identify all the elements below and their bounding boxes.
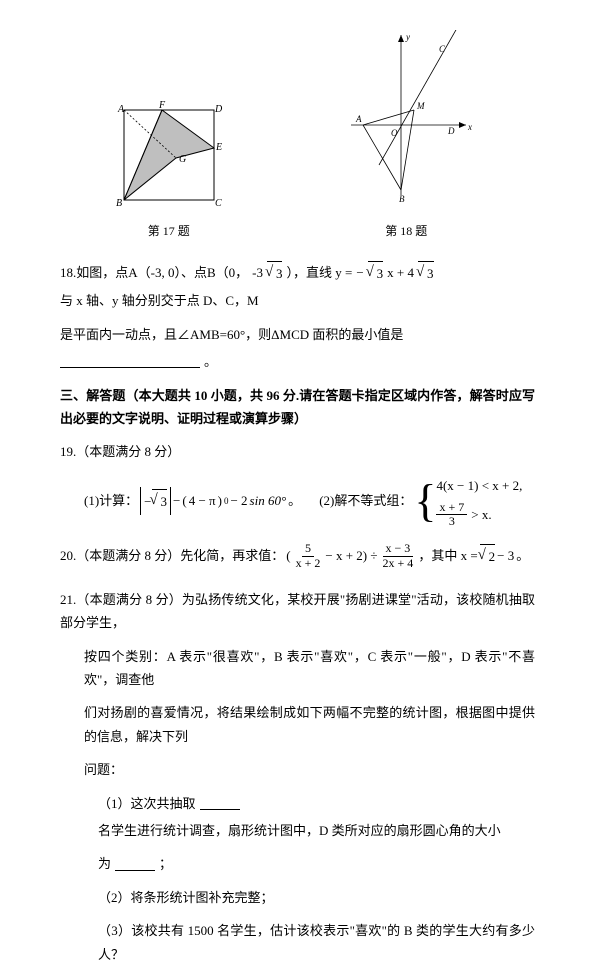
brace-icon: { (414, 478, 436, 524)
svg-text:y: y (405, 32, 410, 42)
q18-text-b: ），直线 y = (286, 261, 352, 284)
q18-line2-text: 是平面内一动点，且∠AMB=60°，则ΔMCD 面积的最小值是 (60, 323, 403, 346)
q20-header: 20.（本题满分 8 分）先化简，再求值： (60, 544, 284, 567)
sqrt-icon: 3 (368, 261, 384, 285)
question-19-header: 19.（本题满分 8 分） (60, 440, 535, 463)
q18-sqrt3c: 3 (427, 266, 434, 281)
question-21-sub2: （2）将条形统计图补充完整； (60, 886, 535, 909)
q20-sqrt2: 2 (489, 549, 496, 564)
q21-s1a: （1）这次共抽取 (98, 792, 196, 815)
question-21-sub3: （3）该校共有 1500 名学生，估计该校表示"喜欢"的 B 类的学生大约有多少… (60, 919, 535, 966)
q19-period: 。 (288, 489, 301, 512)
q21-s1d: ； (159, 852, 172, 875)
ineq2-num: x + 7 (436, 501, 467, 515)
figure-18-caption: 第 18 题 (331, 221, 481, 243)
q21-s1b: 名学生进行统计调查，扇形统计图中，D 类所对应的扇形圆心角的大小 (98, 819, 501, 842)
svg-text:F: F (158, 100, 166, 111)
svg-text:D: D (214, 104, 223, 115)
q20-f1-den: x + 2 (293, 557, 324, 570)
svg-text:x: x (467, 122, 472, 132)
figure-17: A F D E G B C 第 17 题 (114, 100, 224, 243)
q19-rparen: ) (218, 489, 222, 512)
fraction-icon: x − 3 2x + 4 (380, 542, 417, 569)
q20-f1-num: 5 (302, 542, 314, 556)
svg-text:O: O (391, 128, 398, 138)
svg-text:M: M (416, 101, 425, 111)
section-3-header: 三、解答题（本大题共 10 小题，共 96 分.请在答题卡指定区域内作答，解答时… (60, 384, 535, 431)
q19-minus1: − (173, 489, 180, 512)
ineq2-den: 3 (446, 515, 458, 528)
q18-line-mid: x + 4 (387, 261, 414, 284)
q20-minus3: − 3 (497, 544, 514, 567)
question-21-sub1: （1）这次共抽取 名学生进行统计调查，扇形统计图中，D 类所对应的扇形圆心角的大… (60, 792, 535, 843)
q19-p2-label: (2)解不等式组： (319, 489, 412, 512)
q20-f2-num: x − 3 (383, 542, 414, 556)
q20-mid: − x + 2) ÷ (325, 544, 377, 567)
question-19-body: (1)计算： −3 − (4 − π)0 − 2 sin 60° 。 (2)解不… (60, 474, 535, 529)
q18-sqrt3a: 3 (276, 266, 283, 281)
sqrt-icon: 2 (480, 544, 496, 568)
figures-row: A F D E G B C 第 17 题 y x C M O A D B (60, 30, 535, 243)
svg-text:D: D (447, 126, 455, 136)
q20-f2-den: 2x + 4 (380, 557, 417, 570)
q21-s1c: 为 (98, 852, 111, 875)
figure-18-svg: y x C M O A D B (331, 30, 481, 210)
figure-17-svg: A F D E G B C (114, 100, 224, 210)
q18-text-a: 18.如图，点A（-3, 0）、点B（0， (60, 261, 248, 284)
q19-p1-label: (1)计算： (84, 489, 138, 512)
brace-content: 4(x − 1) < x + 2, x + 7 3 > x. (436, 474, 522, 529)
blank-fill (60, 355, 200, 368)
sqrt-icon: 3 (418, 261, 434, 285)
svg-text:A: A (355, 114, 362, 124)
question-20: 20.（本题满分 8 分）先化简，再求值： ( 5 x + 2 − x + 2)… (60, 542, 535, 569)
ineq2: x + 7 3 > x. (436, 501, 522, 528)
svg-text:G: G (179, 154, 186, 165)
q18-sqrt3b: 3 (377, 266, 384, 281)
ineq2-r: > x. (471, 503, 491, 526)
fraction-icon: 5 x + 2 (293, 542, 324, 569)
question-21-line3: 们对扬剧的喜爱情况，将结果绘制成如下两幅不完整的统计图，根据图中提供的信息，解决… (60, 701, 535, 748)
q19-minus2: − 2 (230, 489, 247, 512)
question-18: 18.如图，点A（-3, 0）、点B（0， -3 3 ），直线 y = − 3 … (60, 261, 535, 313)
q19-sqrt3: 3 (161, 494, 168, 509)
figure-18: y x C M O A D B 第 18 题 (331, 30, 481, 243)
q20-comma: ，其中 x = (418, 544, 477, 567)
q19-4pi: 4 − π (189, 489, 216, 512)
abs-icon: −3 (140, 487, 171, 515)
q20-lparen: ( (286, 544, 290, 567)
svg-text:B: B (399, 194, 405, 204)
question-18-line2: 是平面内一动点，且∠AMB=60°，则ΔMCD 面积的最小值是 。 (60, 323, 535, 374)
sqrt-icon: 3 (152, 489, 168, 513)
figure-17-caption: 第 17 题 (114, 221, 224, 243)
svg-text:C: C (439, 44, 446, 54)
q18-neg: − (356, 261, 363, 284)
question-21-line1: 21.（本题满分 8 分）为弘扬传统文化，某校开展"扬剧进课堂"活动，该校随机抽… (60, 588, 535, 635)
sqrt-icon: 3 (267, 261, 283, 285)
question-21-line4: 问题： (60, 758, 535, 781)
fraction-icon: x + 7 3 (436, 501, 467, 528)
question-21-sub1b: 为 ； (60, 852, 535, 875)
q19-lparen: ( (182, 489, 186, 512)
blank-fill (115, 858, 155, 871)
q20-period: 。 (516, 544, 529, 567)
q19-exp0: 0 (224, 493, 229, 509)
ineq1: 4(x − 1) < x + 2, (436, 474, 522, 497)
question-21-line2: 按四个类别：A 表示"很喜欢"，B 表示"喜欢"，C 表示"一般"，D 表示"不… (60, 645, 535, 692)
q18-minus3: -3 (252, 261, 263, 284)
q18-text-c: 与 x 轴、y 轴分别交于点 D、C，M (60, 289, 259, 312)
svg-text:B: B (116, 198, 122, 209)
q19-sin60: sin 60° (250, 489, 287, 512)
svg-text:E: E (215, 142, 222, 153)
svg-text:C: C (215, 198, 222, 209)
blank-fill (200, 797, 240, 810)
inequality-system: { 4(x − 1) < x + 2, x + 7 3 > x. (414, 474, 522, 529)
q18-period: 。 (204, 350, 217, 373)
svg-text:A: A (117, 104, 125, 115)
